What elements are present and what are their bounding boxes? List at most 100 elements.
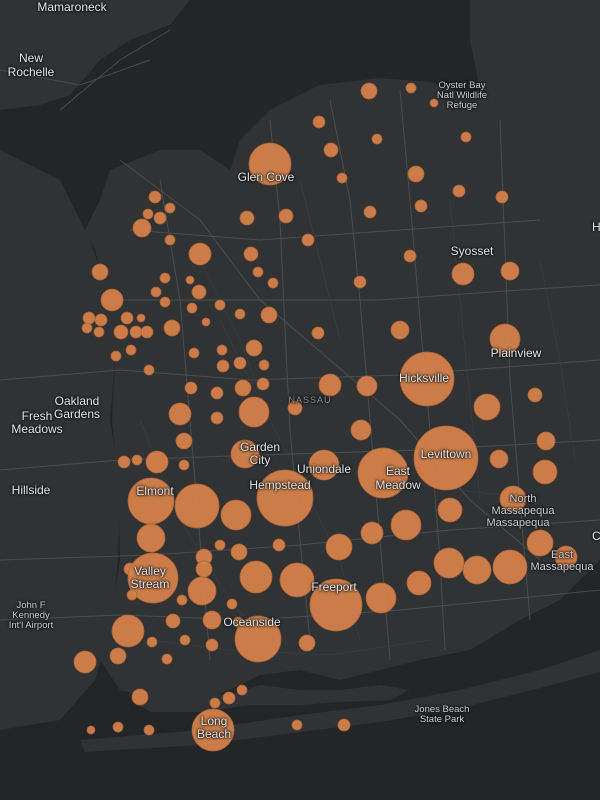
data-bubble[interactable] <box>226 598 238 610</box>
data-bubble[interactable] <box>414 199 428 213</box>
data-bubble[interactable] <box>390 320 410 340</box>
data-bubble[interactable] <box>403 249 417 263</box>
data-bubble[interactable] <box>278 208 294 224</box>
data-bubble[interactable] <box>153 211 167 225</box>
data-bubble[interactable] <box>230 439 260 469</box>
data-bubble[interactable] <box>462 555 492 585</box>
data-bubble[interactable] <box>111 614 145 648</box>
data-bubble[interactable] <box>236 684 248 696</box>
data-bubble[interactable] <box>179 634 191 646</box>
data-bubble[interactable] <box>234 379 252 397</box>
data-bubble[interactable] <box>163 319 181 337</box>
data-bubble[interactable] <box>234 308 246 320</box>
data-bubble[interactable] <box>127 552 179 604</box>
data-bubble[interactable] <box>120 311 134 325</box>
data-bubble[interactable] <box>140 325 154 339</box>
data-bubble[interactable] <box>81 322 93 334</box>
data-bubble[interactable] <box>291 719 303 731</box>
data-bubble[interactable] <box>216 359 230 373</box>
data-bubble[interactable] <box>216 344 228 356</box>
data-bubble[interactable] <box>318 373 342 397</box>
data-bubble[interactable] <box>209 697 221 709</box>
data-bubble[interactable] <box>82 311 96 325</box>
data-bubble[interactable] <box>399 351 455 407</box>
data-bubble[interactable] <box>234 615 282 663</box>
data-bubble[interactable] <box>353 275 367 289</box>
data-bubble[interactable] <box>191 284 207 300</box>
data-bubble[interactable] <box>451 262 475 286</box>
data-bubble[interactable] <box>210 411 224 425</box>
data-bubble[interactable] <box>258 359 270 371</box>
data-bubble[interactable] <box>239 210 255 226</box>
data-bubble[interactable] <box>175 432 193 450</box>
data-bubble[interactable] <box>210 386 224 400</box>
data-bubble[interactable] <box>131 688 149 706</box>
data-bubble[interactable] <box>325 533 353 561</box>
data-bubble[interactable] <box>336 172 348 184</box>
data-bubble[interactable] <box>429 98 439 108</box>
data-bubble[interactable] <box>554 545 578 569</box>
data-bubble[interactable] <box>452 184 466 198</box>
data-bubble[interactable] <box>188 347 200 359</box>
data-bubble[interactable] <box>260 306 278 324</box>
data-bubble[interactable] <box>148 190 162 204</box>
data-bubble[interactable] <box>176 594 188 606</box>
data-bubble[interactable] <box>239 560 273 594</box>
data-bubble[interactable] <box>125 344 137 356</box>
data-bubble[interactable] <box>536 431 556 451</box>
data-bubble[interactable] <box>356 375 378 397</box>
data-bubble[interactable] <box>252 266 264 278</box>
data-bubble[interactable] <box>460 131 472 143</box>
data-bubble[interactable] <box>136 313 146 323</box>
data-bubble[interactable] <box>159 272 171 284</box>
data-bubble[interactable] <box>136 523 166 553</box>
data-bubble[interactable] <box>86 725 96 735</box>
data-bubble[interactable] <box>256 377 270 391</box>
data-bubble[interactable] <box>500 261 520 281</box>
data-bubble[interactable] <box>168 402 192 426</box>
data-bubble[interactable] <box>93 326 105 338</box>
data-bubble[interactable] <box>248 142 292 186</box>
data-bubble[interactable] <box>413 425 479 491</box>
data-bubble[interactable] <box>489 449 509 469</box>
data-bubble[interactable] <box>184 381 198 395</box>
data-bubble[interactable] <box>350 419 372 441</box>
data-bubble[interactable] <box>202 610 222 630</box>
data-bubble[interactable] <box>232 616 244 628</box>
data-bubble[interactable] <box>230 543 248 561</box>
data-bubble[interactable] <box>279 562 315 598</box>
data-bubble[interactable] <box>323 142 339 158</box>
data-bubble[interactable] <box>94 313 108 327</box>
data-bubble[interactable] <box>390 509 422 541</box>
data-bubble[interactable] <box>312 115 326 129</box>
data-bubble[interactable] <box>126 589 138 601</box>
data-bubble[interactable] <box>308 449 340 481</box>
data-bubble[interactable] <box>150 286 162 298</box>
data-bubble[interactable] <box>371 133 383 145</box>
data-bubble[interactable] <box>112 721 124 733</box>
data-bubble[interactable] <box>145 450 169 474</box>
data-bubble[interactable] <box>214 299 226 311</box>
data-bubble[interactable] <box>201 317 211 327</box>
data-bubble[interactable] <box>437 497 463 523</box>
data-bubble[interactable] <box>492 549 528 585</box>
data-bubble[interactable] <box>238 396 270 428</box>
data-bubble[interactable] <box>161 653 173 665</box>
data-bubble[interactable] <box>178 459 190 471</box>
data-bubble[interactable] <box>311 326 325 340</box>
data-bubble[interactable] <box>220 499 252 531</box>
data-bubble[interactable] <box>187 576 217 606</box>
data-bubble[interactable] <box>309 578 363 632</box>
data-bubble[interactable] <box>357 447 409 499</box>
data-bubble[interactable] <box>91 263 109 281</box>
data-bubble[interactable] <box>298 634 316 652</box>
data-bubble[interactable] <box>110 350 122 362</box>
data-bubble[interactable] <box>132 218 152 238</box>
data-bubble[interactable] <box>301 233 315 247</box>
data-bubble[interactable] <box>127 477 175 525</box>
data-bubble[interactable] <box>489 323 521 355</box>
data-bubble[interactable] <box>113 324 129 340</box>
data-bubble[interactable] <box>407 165 425 183</box>
data-bubble[interactable] <box>256 469 314 527</box>
